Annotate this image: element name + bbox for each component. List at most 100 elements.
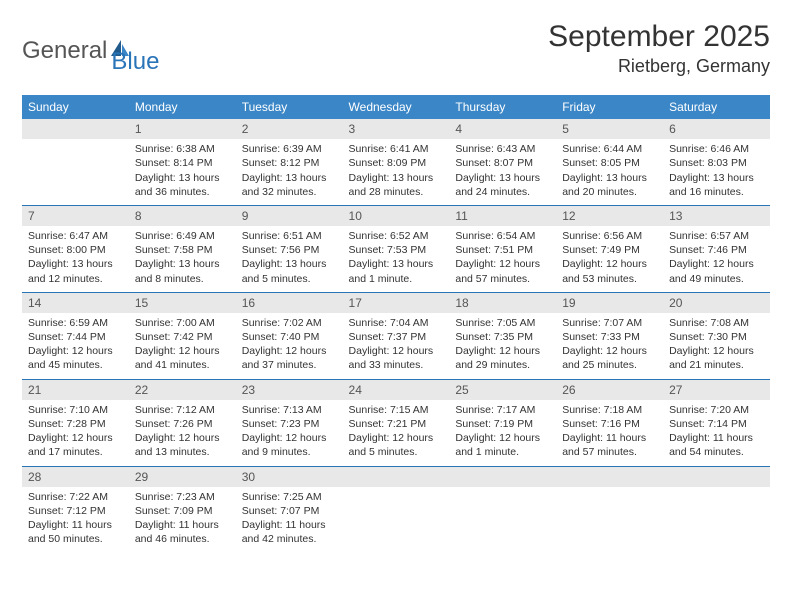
calendar-cell: 30 Sunrise: 7:25 AMSunset: 7:07 PMDayligh… <box>236 466 343 552</box>
sunset-text: Sunset: 7:21 PM <box>349 417 444 431</box>
daylight-text: Daylight: 13 hours and 20 minutes. <box>562 171 657 199</box>
day-details: Sunrise: 7:18 AMSunset: 7:16 PMDaylight:… <box>562 403 657 460</box>
daylight-text: Daylight: 11 hours and 42 minutes. <box>242 518 337 546</box>
daylight-text: Daylight: 12 hours and 21 minutes. <box>669 344 764 372</box>
sunrise-text: Sunrise: 7:08 AM <box>669 316 764 330</box>
daylight-text: Daylight: 13 hours and 28 minutes. <box>349 171 444 199</box>
calendar-cell <box>22 119 129 205</box>
sunset-text: Sunset: 7:09 PM <box>135 504 230 518</box>
calendar-cell: 8Sunrise: 6:49 AMSunset: 7:58 PMDaylight… <box>129 205 236 292</box>
sunrise-text: Sunrise: 7:13 AM <box>242 403 337 417</box>
day-details: Sunrise: 6:39 AMSunset: 8:12 PMDaylight:… <box>242 142 337 199</box>
sunrise-text: Sunrise: 7:22 AM <box>28 490 123 504</box>
weekday-header: Saturday <box>663 95 770 119</box>
header: General Blue September 2025 Rietberg, Ge… <box>22 20 770 77</box>
weekday-header: Wednesday <box>343 95 450 119</box>
calendar-cell: 26Sunrise: 7:18 AMSunset: 7:16 PMDayligh… <box>556 379 663 466</box>
day-number: 6 <box>663 119 770 139</box>
sunset-text: Sunset: 8:09 PM <box>349 156 444 170</box>
calendar-cell: 27Sunrise: 7:20 AMSunset: 7:14 PMDayligh… <box>663 379 770 466</box>
day-details: Sunrise: 7:15 AMSunset: 7:21 PMDaylight:… <box>349 403 444 460</box>
calendar-cell: 6Sunrise: 6:46 AMSunset: 8:03 PMDaylight… <box>663 119 770 205</box>
day-number: 30 <box>236 467 343 487</box>
day-details: Sunrise: 7:17 AMSunset: 7:19 PMDaylight:… <box>455 403 550 460</box>
day-details: Sunrise: 6:44 AMSunset: 8:05 PMDaylight:… <box>562 142 657 199</box>
logo-text-general: General <box>22 37 107 65</box>
sunset-text: Sunset: 7:53 PM <box>349 243 444 257</box>
sunrise-text: Sunrise: 6:59 AM <box>28 316 123 330</box>
sunrise-text: Sunrise: 7:20 AM <box>669 403 764 417</box>
sunset-text: Sunset: 7:51 PM <box>455 243 550 257</box>
daylight-text: Daylight: 13 hours and 36 minutes. <box>135 171 230 199</box>
day-details: Sunrise: 7:22 AMSunset: 7:12 PMDaylight:… <box>28 490 123 547</box>
day-number: 25 <box>449 380 556 400</box>
day-number: 16 <box>236 293 343 313</box>
day-number: 18 <box>449 293 556 313</box>
daylight-text: Daylight: 12 hours and 5 minutes. <box>349 431 444 459</box>
day-number: 4 <box>449 119 556 139</box>
calendar-row: 14Sunrise: 6:59 AMSunset: 7:44 PMDayligh… <box>22 292 770 379</box>
calendar-cell: 5Sunrise: 6:44 AMSunset: 8:05 PMDaylight… <box>556 119 663 205</box>
calendar-cell: 29Sunrise: 7:23 AMSunset: 7:09 PMDayligh… <box>129 466 236 552</box>
daylight-text: Daylight: 13 hours and 1 minute. <box>349 257 444 285</box>
calendar-cell: 25 Sunrise: 7:17 AMSunset: 7:19 PMDayligh… <box>449 379 556 466</box>
sunrise-text: Sunrise: 7:10 AM <box>28 403 123 417</box>
calendar-cell: 19Sunrise: 7:07 AMSunset: 7:33 PMDayligh… <box>556 292 663 379</box>
sunset-text: Sunset: 7:30 PM <box>669 330 764 344</box>
sunset-text: Sunset: 7:58 PM <box>135 243 230 257</box>
day-number: 14 <box>22 293 129 313</box>
daylight-text: Daylight: 11 hours and 54 minutes. <box>669 431 764 459</box>
sunrise-text: Sunrise: 7:23 AM <box>135 490 230 504</box>
sunset-text: Sunset: 7:16 PM <box>562 417 657 431</box>
day-details: Sunrise: 6:41 AMSunset: 8:09 PMDaylight:… <box>349 142 444 199</box>
sunset-text: Sunset: 7:40 PM <box>242 330 337 344</box>
daylight-text: Daylight: 12 hours and 49 minutes. <box>669 257 764 285</box>
calendar-cell: 1Sunrise: 6:38 AMSunset: 8:14 PMDaylight… <box>129 119 236 205</box>
day-number: 11 <box>449 206 556 226</box>
day-number: 3 <box>343 119 450 139</box>
sunset-text: Sunset: 7:49 PM <box>562 243 657 257</box>
daylight-text: Daylight: 12 hours and 53 minutes. <box>562 257 657 285</box>
sunset-text: Sunset: 7:35 PM <box>455 330 550 344</box>
day-details: Sunrise: 7:25 AMSunset: 7:07 PMDaylight:… <box>242 490 337 547</box>
sunset-text: Sunset: 7:14 PM <box>669 417 764 431</box>
day-number: 20 <box>663 293 770 313</box>
day-number: 15 <box>129 293 236 313</box>
calendar-cell: 13Sunrise: 6:57 AMSunset: 7:46 PMDayligh… <box>663 205 770 292</box>
calendar-cell: 23Sunrise: 7:13 AMSunset: 7:23 PMDayligh… <box>236 379 343 466</box>
calendar-cell: 15Sunrise: 7:00 AMSunset: 7:42 PMDayligh… <box>129 292 236 379</box>
calendar-table: Sunday Monday Tuesday Wednesday Thursday… <box>22 95 770 552</box>
calendar-cell: 2Sunrise: 6:39 AMSunset: 8:12 PMDaylight… <box>236 119 343 205</box>
sunrise-text: Sunrise: 7:12 AM <box>135 403 230 417</box>
day-details: Sunrise: 6:43 AMSunset: 8:07 PMDaylight:… <box>455 142 550 199</box>
day-number: 9 <box>236 206 343 226</box>
sunset-text: Sunset: 7:56 PM <box>242 243 337 257</box>
sunrise-text: Sunrise: 7:15 AM <box>349 403 444 417</box>
sunset-text: Sunset: 8:12 PM <box>242 156 337 170</box>
calendar-cell: 28Sunrise: 7:22 AMSunset: 7:12 PMDayligh… <box>22 466 129 552</box>
daylight-text: Daylight: 12 hours and 13 minutes. <box>135 431 230 459</box>
calendar-row: 7Sunrise: 6:47 AMSunset: 8:00 PMDaylight… <box>22 205 770 292</box>
sunrise-text: Sunrise: 6:52 AM <box>349 229 444 243</box>
day-number <box>663 467 770 487</box>
calendar-cell: 4 Sunrise: 6:43 AMSunset: 8:07 PMDaylight… <box>449 119 556 205</box>
day-number: 29 <box>129 467 236 487</box>
calendar-cell: 24Sunrise: 7:15 AMSunset: 7:21 PMDayligh… <box>343 379 450 466</box>
day-number: 19 <box>556 293 663 313</box>
title-block: September 2025 Rietberg, Germany <box>548 20 770 77</box>
daylight-text: Daylight: 13 hours and 12 minutes. <box>28 257 123 285</box>
day-details: Sunrise: 7:10 AMSunset: 7:28 PMDaylight:… <box>28 403 123 460</box>
sunrise-text: Sunrise: 6:57 AM <box>669 229 764 243</box>
sunrise-text: Sunrise: 6:46 AM <box>669 142 764 156</box>
day-number: 22 <box>129 380 236 400</box>
day-details: Sunrise: 7:04 AMSunset: 7:37 PMDaylight:… <box>349 316 444 373</box>
daylight-text: Daylight: 12 hours and 45 minutes. <box>28 344 123 372</box>
month-title: September 2025 <box>548 20 770 54</box>
day-number: 13 <box>663 206 770 226</box>
day-number: 21 <box>22 380 129 400</box>
day-details: Sunrise: 7:13 AMSunset: 7:23 PMDaylight:… <box>242 403 337 460</box>
daylight-text: Daylight: 12 hours and 29 minutes. <box>455 344 550 372</box>
day-details: Sunrise: 7:08 AMSunset: 7:30 PMDaylight:… <box>669 316 764 373</box>
day-details: Sunrise: 7:12 AMSunset: 7:26 PMDaylight:… <box>135 403 230 460</box>
daylight-text: Daylight: 12 hours and 9 minutes. <box>242 431 337 459</box>
